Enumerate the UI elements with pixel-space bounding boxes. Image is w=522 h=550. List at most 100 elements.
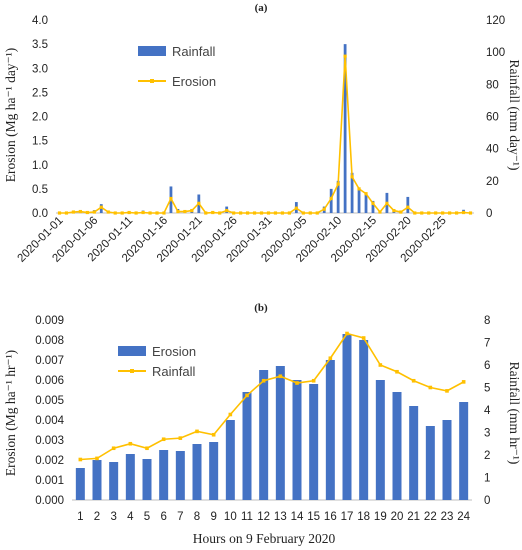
panel-b-x-tick-label: 1 — [77, 511, 83, 523]
erosion-bar — [392, 392, 402, 500]
erosion-bar — [209, 442, 219, 500]
panel-a-right-tick-label: 0 — [486, 208, 492, 220]
erosion-bar — [409, 406, 419, 500]
rainfall-point — [445, 389, 449, 393]
panel-a-left-tick-label: 0.5 — [32, 184, 48, 196]
erosion-point — [336, 182, 340, 186]
erosion-point — [211, 210, 215, 215]
panel-b-left-tick-label: 0.005 — [35, 395, 64, 407]
rainfall-point — [328, 356, 333, 361]
rainfall-bar — [364, 192, 368, 213]
rainfall-point — [245, 393, 249, 398]
panel-a-left-tick-label: 2.0 — [32, 112, 48, 124]
erosion-point — [183, 209, 187, 214]
panel-b-left-ticks: 0.000 0.001 0.002 0.003 0.004 0.005 0.006 0.007… — [35, 315, 64, 507]
panel-b-right-ticks: 0 1 2 3 4 5 6 7 8 — [484, 315, 491, 507]
panel-b-x-tick-label: 8 — [194, 511, 200, 523]
erosion-point — [378, 210, 382, 214]
panel-b-left-tick-label: 0.000 — [35, 495, 64, 507]
rainfall-point — [295, 381, 299, 385]
erosion-point — [273, 211, 278, 215]
erosion-point — [420, 211, 424, 215]
rainfall-point — [261, 378, 266, 383]
rainfall-point — [361, 336, 366, 340]
rainfall-line — [80, 332, 465, 461]
erosion-bar — [159, 450, 169, 500]
erosion-bar — [359, 340, 369, 500]
rainfall-bar — [350, 172, 354, 213]
panel-a-right-tick-label: 60 — [486, 112, 499, 124]
erosion-point — [301, 211, 305, 215]
erosion-point — [385, 201, 389, 205]
panel-b-left-tick-label: 0.004 — [35, 415, 64, 427]
rainfall-point — [195, 429, 199, 434]
panel-b-rainfall-line — [78, 331, 466, 462]
panel-b: (b) 0.0000.0010.0020.0030.0040.0050.0060… — [3, 302, 522, 546]
panel-a-left-tick-label: 4.0 — [32, 15, 48, 27]
panel-a-right-tick-label: 20 — [486, 176, 499, 188]
panel-b-erosion-bars — [75, 334, 469, 500]
panel-a-left-tick-label: 1.0 — [32, 160, 48, 172]
erosion-point — [225, 208, 229, 213]
panel-b-x-tick-label: 22 — [424, 511, 437, 523]
erosion-point — [190, 208, 194, 213]
panel-b-left-tick-label: 0.001 — [35, 475, 64, 487]
rainfall-point — [161, 437, 166, 442]
panel-b-x-axis-label: Hours on 9 February 2020 — [193, 531, 336, 546]
erosion-point — [427, 211, 431, 215]
erosion-bar — [275, 366, 285, 500]
erosion-point — [434, 211, 438, 215]
rainfall-point — [345, 331, 349, 336]
panel-b-title: (b) — [254, 302, 268, 314]
panel-b-left-tick-label: 0.006 — [35, 375, 64, 387]
rainfall-point — [211, 432, 216, 437]
rainfall-bar — [357, 188, 361, 213]
panel-b-x-tick-label: 5 — [144, 511, 150, 523]
panel-a-left-axis-label: Erosion (Mg ha⁻¹ day⁻¹) — [3, 48, 18, 182]
panel-b-x-ticks: 1 2 3 4 5 6 7 8 9 10 11 12 13 14 15 16 17 18 19 20 21 22 23 24 — [77, 511, 471, 523]
panel-b-x-tick-label: 11 — [241, 511, 253, 523]
panel-b-x-tick-label: 2 — [94, 511, 100, 523]
legend-rainfall-marker — [130, 369, 134, 373]
erosion-point — [127, 210, 131, 215]
rainfall-point — [311, 378, 316, 383]
panel-b-left-tick-label: 0.007 — [35, 355, 64, 367]
panel-b-x-tick-label: 18 — [357, 511, 370, 523]
erosion-bar — [342, 334, 352, 500]
rainfall-point — [178, 436, 183, 440]
rainfall-point — [428, 385, 433, 390]
panel-a-right-axis-label: Rainfall (mm day⁻¹) — [507, 60, 522, 171]
erosion-point — [461, 210, 466, 215]
panel-b-left-axis-label: Erosion (Mg ha⁻¹ hr⁻¹) — [3, 350, 18, 476]
erosion-point — [448, 211, 452, 215]
panel-b-right-tick-label: 0 — [484, 495, 490, 507]
erosion-bar — [192, 444, 202, 500]
erosion-point — [71, 210, 76, 214]
erosion-point — [406, 205, 410, 209]
erosion-point — [294, 206, 298, 210]
erosion-bar — [259, 370, 269, 500]
erosion-bar — [442, 420, 452, 500]
erosion-point — [113, 211, 117, 215]
erosion-point — [85, 210, 89, 215]
panel-b-right-tick-label: 5 — [484, 383, 490, 395]
erosion-point — [259, 211, 264, 215]
erosion-bar — [109, 462, 119, 500]
panel-b-legend: Erosion Rainfall — [118, 344, 196, 379]
panel-a-left-tick-label: 1.5 — [32, 136, 48, 148]
erosion-point — [99, 205, 103, 209]
rainfall-bar — [343, 44, 347, 213]
panel-b-x-tick-label: 10 — [224, 511, 237, 523]
erosion-point — [308, 211, 312, 215]
legend-rainfall-label-b: Rainfall — [152, 364, 195, 379]
legend-erosion-label: Erosion — [172, 74, 216, 89]
rainfall-point — [228, 412, 233, 417]
erosion-point — [413, 211, 417, 215]
panel-b-left-tick-label: 0.003 — [35, 435, 64, 447]
panel-b-x-tick-label: 4 — [127, 511, 134, 523]
panel-b-x-tick-label: 16 — [324, 511, 337, 523]
panel-a-erosion-line — [57, 54, 473, 215]
panel-b-left-tick-label: 0.002 — [35, 455, 64, 467]
panel-b-left-tick-label: 0.009 — [35, 315, 64, 327]
